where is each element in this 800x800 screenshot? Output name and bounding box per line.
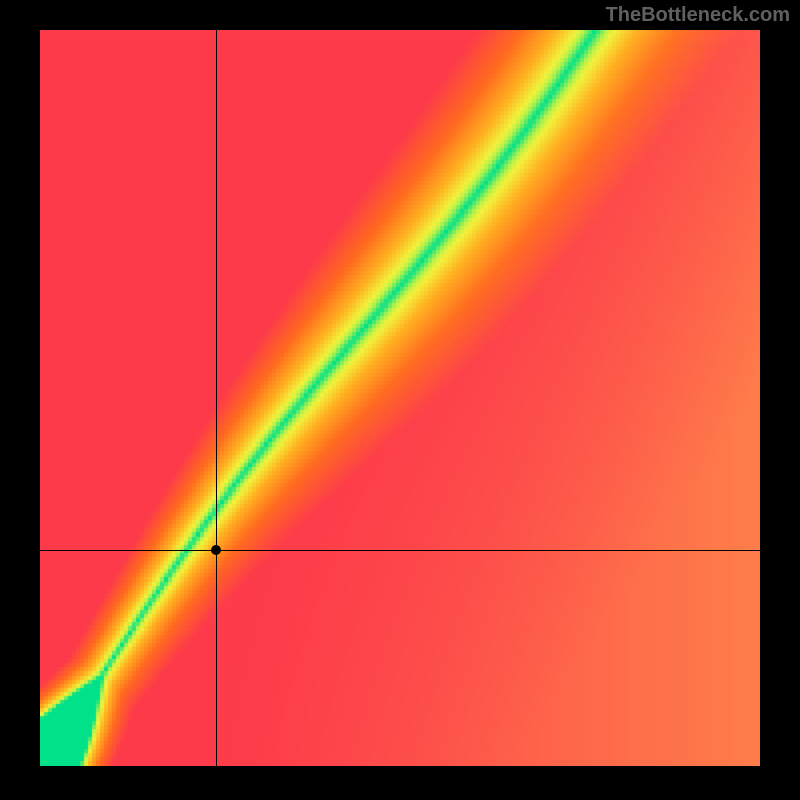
crosshair-vertical [216, 30, 217, 766]
crosshair-horizontal [40, 550, 760, 551]
watermark-text: TheBottleneck.com [606, 4, 790, 27]
chart-container: TheBottleneck.com [0, 0, 800, 800]
heatmap-canvas [40, 30, 760, 766]
marker-dot [211, 545, 221, 555]
